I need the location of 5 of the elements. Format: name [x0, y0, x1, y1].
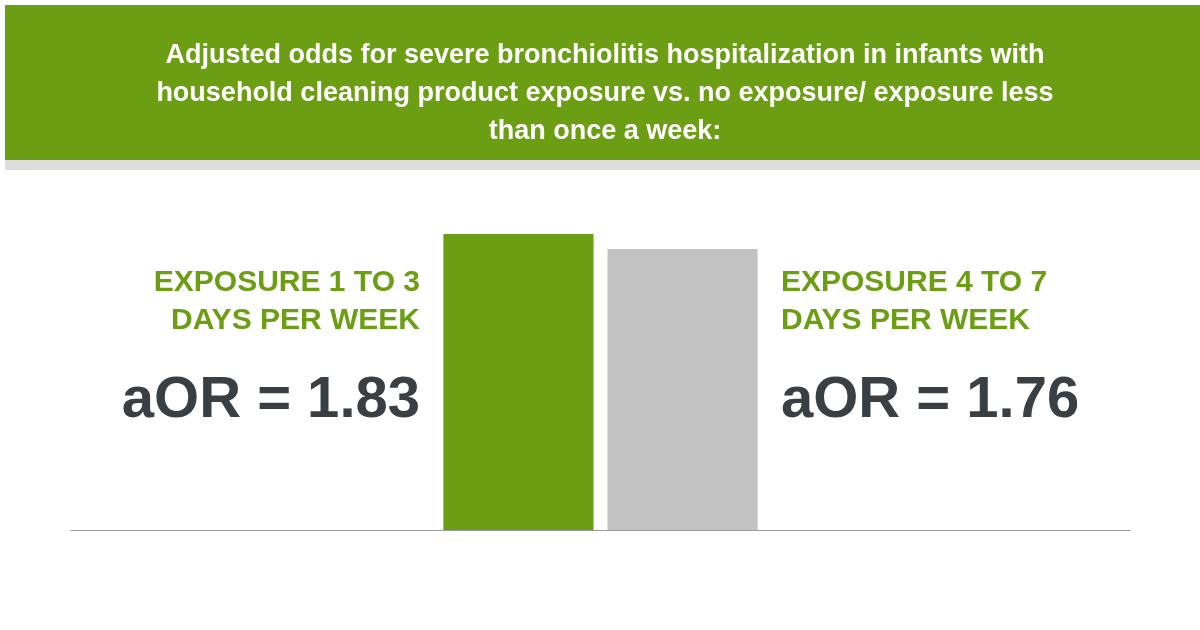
annotation: aOR = 1.83: [121, 363, 421, 429]
x-tick-label: EXPOSURE 4 TO 7 DAYS PER WEEK: [781, 263, 1048, 335]
chart-title: Adjusted odds for severe bronchiolitis hospitalization in infants with household cleaning product exposure vs. no exposure/ exposure less than once a week:: [155, 38, 1055, 147]
x-tick-label: EXPOSURE 1 TO 3 DAYS PER WEEK: [153, 263, 421, 335]
annotation: aOR = 1.76: [781, 363, 1080, 429]
